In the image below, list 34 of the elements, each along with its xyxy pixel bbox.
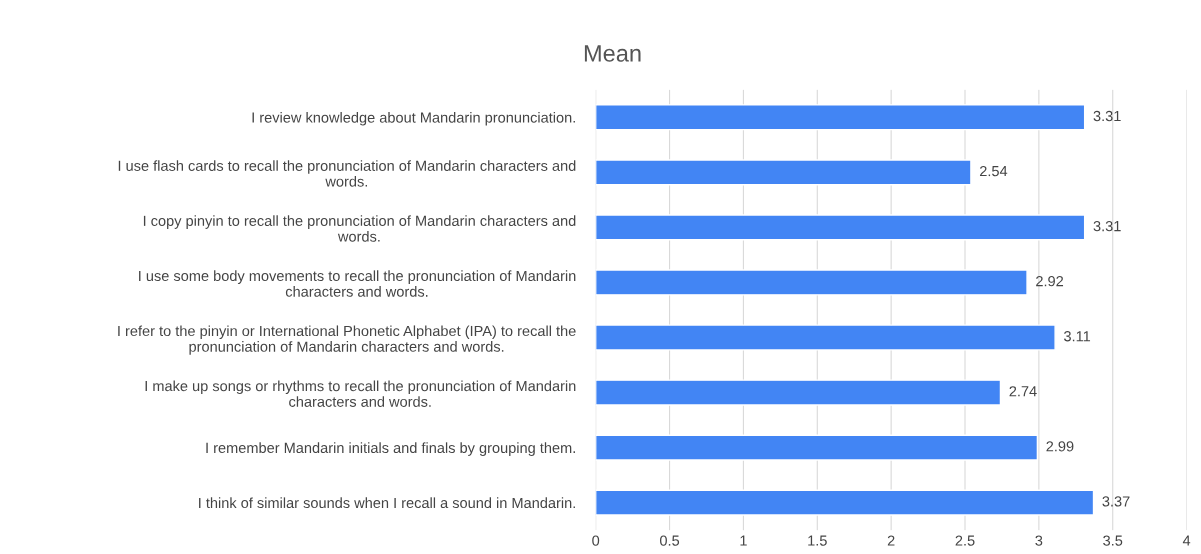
data-label: 3.11 (1064, 331, 1091, 342)
y-tick-label: I remember Mandarin initials and finals by grouping them. (206, 442, 575, 456)
x-tick-label: 0.5 (659, 535, 680, 546)
data-label: 2.99 (1046, 441, 1074, 452)
y-tick-label: I use some body movements to recall the pronunciation of Mandarin characters and words. (139, 270, 576, 297)
y-tick-label: I make up songs or rhythms to recall the pronunciation of Mandarin characters and words. (145, 380, 576, 407)
bar (595, 434, 1039, 461)
data-label: 2.74 (1009, 386, 1037, 397)
x-tick-label: 2.5 (955, 535, 975, 546)
y-tick-label: I use flash cards to recall the pronunciation of Mandarin characters and words. (118, 160, 576, 187)
x-tick-label: 3 (1035, 535, 1043, 546)
x-tick-label: 4 (1182, 535, 1191, 546)
bar (595, 379, 1002, 406)
y-tick-label: I review knowledge about Mandarin pronunciation. (252, 111, 575, 126)
data-label: 3.37 (1102, 496, 1130, 507)
x-tick-label: 1 (740, 535, 747, 546)
x-tick-label: 2 (887, 535, 895, 546)
bar (595, 104, 1086, 131)
bar (595, 269, 1028, 296)
y-tick-label: I refer to the pinyin or International Phonetic Alphabet (IPA) to recall the pronunciation of Mandarin characters and words. (118, 325, 576, 355)
data-label: 3.31 (1093, 110, 1121, 122)
x-tick-label: 0 (592, 535, 600, 546)
bar (595, 324, 1056, 351)
x-tick-label: 1.5 (808, 535, 827, 546)
data-label: 3.31 (1093, 220, 1121, 232)
data-label: 2.92 (1036, 276, 1064, 287)
y-tick-label: I think of similar sounds when I recall a sound in Mandarin. (199, 497, 575, 509)
chart-title: Mean (584, 45, 641, 62)
y-tick-label: I copy pinyin to recall the pronunciation of Mandarin characters and words. (143, 215, 576, 242)
x-tick-label: 3.5 (1103, 535, 1123, 546)
data-label: 2.54 (979, 165, 1008, 177)
bar (595, 159, 972, 186)
bar (595, 214, 1086, 241)
bar (595, 489, 1095, 516)
